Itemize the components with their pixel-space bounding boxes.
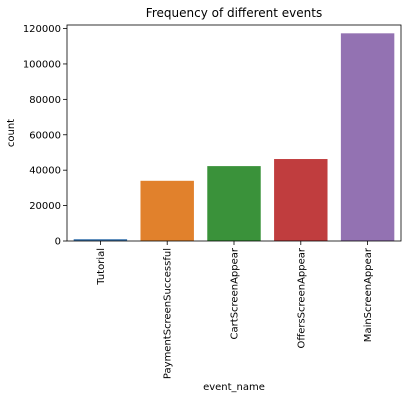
x-tick-label: MainScreenAppear [363, 247, 374, 342]
y-tick-label: 100000 [23, 59, 61, 70]
bars-layer [73, 33, 395, 241]
bar-Tutorial [73, 239, 128, 241]
y-tick-label: 80000 [29, 95, 61, 106]
bar-CartScreenAppear [207, 166, 261, 241]
x-axis: Tutorial PaymentScreenSuccessful CartScree… [96, 241, 374, 379]
bar-MainScreenAppear [340, 33, 395, 241]
bar-PaymentScreenSuccessful [140, 180, 194, 241]
y-tick-label: 0 [55, 237, 61, 248]
x-tick-label: PaymentScreenSuccessful [163, 248, 174, 379]
y-axis-label: count [6, 119, 17, 147]
bar-OffersScreenAppear [274, 159, 328, 241]
x-axis-label: event_name [203, 382, 265, 393]
x-tick-label: Tutorial [96, 248, 107, 286]
y-axis: 0 20000 40000 60000 80000 100000 120000 [23, 24, 67, 248]
plot-frame [66, 24, 402, 242]
y-tick-label: 40000 [29, 166, 61, 177]
y-tick-label: 60000 [29, 130, 61, 141]
y-tick-label: 20000 [29, 201, 61, 212]
x-tick-label: OffersScreenAppear [296, 247, 307, 348]
y-tick-label: 120000 [23, 24, 61, 35]
x-tick-label: CartScreenAppear [230, 247, 241, 339]
chart-title: Frequency of different events [146, 6, 322, 20]
